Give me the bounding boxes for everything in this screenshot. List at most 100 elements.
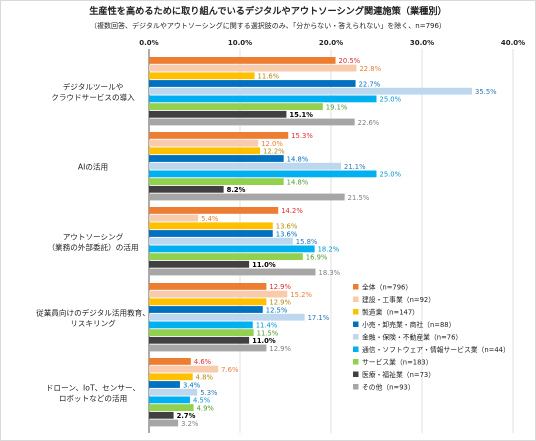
legend-label: 製造業（n=147） <box>362 308 419 317</box>
data-label: 2.7% <box>177 412 196 420</box>
bar <box>149 147 261 155</box>
bar <box>149 419 179 427</box>
bar <box>149 411 174 419</box>
bar <box>149 336 250 344</box>
data-label: 5.3% <box>200 389 218 397</box>
data-label: 11.4% <box>256 322 278 330</box>
bar <box>149 298 267 306</box>
bar <box>149 230 273 237</box>
data-label: 22.7% <box>359 80 381 88</box>
legend-swatch <box>353 359 359 365</box>
category-label-line: （業務の外部委託）の活用 <box>47 242 138 252</box>
legend-label: 全体（n=796） <box>362 283 412 292</box>
bar <box>149 139 259 147</box>
bar <box>149 237 293 245</box>
bar <box>149 103 323 110</box>
category-label: AIの活用 <box>78 162 108 172</box>
legend-swatch <box>353 321 359 327</box>
data-label: 4.8% <box>196 374 214 382</box>
data-label: 11.5% <box>257 329 279 337</box>
bar <box>149 373 193 381</box>
data-label: 15.8% <box>296 238 318 246</box>
bar <box>149 170 377 178</box>
data-labels: 20.5%22.8% 11.6% 22.7% 35.5% 25.0% 19.1% 15.1%… <box>177 57 498 428</box>
legend-label: 建設・工事業（n=92） <box>362 295 435 304</box>
bar <box>149 222 273 230</box>
data-label: 11.6% <box>258 73 280 81</box>
chart-subtitle: （複数回答、デジタルやアウトソーシングに関する選択肢のみ、「分からない・答えられ… <box>90 21 446 30</box>
bar <box>149 396 190 404</box>
bar <box>149 283 267 290</box>
category-label-line: デジタルツールや <box>63 81 124 91</box>
x-tick-label: 0.0% <box>139 39 158 47</box>
data-label: 15.1% <box>289 111 313 119</box>
bar <box>149 253 303 260</box>
data-label: 22.6% <box>358 119 380 127</box>
data-label: 19.1% <box>326 103 348 111</box>
category-label-line: リスキリング <box>70 318 116 328</box>
data-label: 12.9% <box>269 283 291 291</box>
data-label: 12.0% <box>261 140 283 148</box>
bar <box>149 95 377 103</box>
bar <box>149 313 305 321</box>
legend-label: 通信・ソフトウェア・情報サービス業（n=44） <box>362 345 510 354</box>
bar <box>149 245 315 253</box>
bar <box>149 72 255 80</box>
bar <box>149 268 316 276</box>
data-label: 5.4% <box>201 215 219 223</box>
category-label: ドローン、IoT、センサー、ロボットなどの活用 <box>46 383 140 403</box>
legend-swatch <box>353 371 359 377</box>
x-axis-ticks: 0.0% 10.0% 20.0% 30.0% 40.0% <box>139 39 525 47</box>
data-label: 4.5% <box>193 397 211 405</box>
x-tick-label: 30.0% <box>410 39 434 47</box>
bar <box>149 132 289 139</box>
bar <box>149 306 263 313</box>
data-label: 14.2% <box>281 207 303 215</box>
bar <box>149 193 345 201</box>
data-label: 14.8% <box>287 155 309 163</box>
legend-swatch <box>353 284 359 290</box>
legend-label: その他（n=93） <box>362 383 415 392</box>
category-label-line: クラウドサービスの導入 <box>51 92 135 102</box>
bar <box>149 207 279 214</box>
bar <box>149 155 284 162</box>
category-labels: デジタルツールやクラウドサービスの導入 AIの活用アウトソーシング（業務の外部委託… <box>36 81 150 403</box>
bar <box>149 185 224 193</box>
bar <box>149 290 288 298</box>
legend-label: 医療・福祉業（n=73） <box>362 370 435 379</box>
bar <box>149 57 336 64</box>
data-label: 25.0% <box>380 171 402 179</box>
category-label-line: ドローン、IoT、センサー、 <box>46 383 140 392</box>
bar <box>149 118 355 126</box>
data-label: 15.3% <box>291 132 313 140</box>
bar <box>149 388 198 396</box>
bar <box>149 344 267 352</box>
category-label-line: ロボットなどの活用 <box>59 393 127 403</box>
data-label: 3.2% <box>181 420 199 428</box>
legend: 全体（n=796） 建設・工事業（n=92） 製造業（n=147） 小売・卸売業・商社… <box>353 283 510 392</box>
legend-swatch <box>353 346 359 352</box>
data-label: 4.9% <box>197 404 215 412</box>
data-label: 22.8% <box>359 65 381 73</box>
legend-swatch <box>353 296 359 302</box>
legend-label: サービス業（n=183） <box>362 358 433 367</box>
data-label: 18.2% <box>318 246 340 254</box>
bar <box>149 321 253 329</box>
bar <box>149 64 357 72</box>
bar <box>149 87 473 95</box>
data-label: 13.6% <box>276 223 298 231</box>
category-label: アウトソーシング（業務の外部委託）の活用 <box>47 231 138 252</box>
data-label: 14.8% <box>287 178 309 186</box>
data-label: 20.5% <box>339 57 361 65</box>
data-label: 15.2% <box>290 291 312 299</box>
bars <box>149 57 473 427</box>
data-label: 16.9% <box>306 253 328 261</box>
legend-label: 金融・保険・不動産業（n=76） <box>362 333 462 342</box>
data-label: 21.5% <box>348 194 370 202</box>
bar <box>149 178 284 185</box>
x-tick-label: 20.0% <box>319 39 343 47</box>
bar <box>149 260 250 268</box>
bar <box>149 110 287 118</box>
